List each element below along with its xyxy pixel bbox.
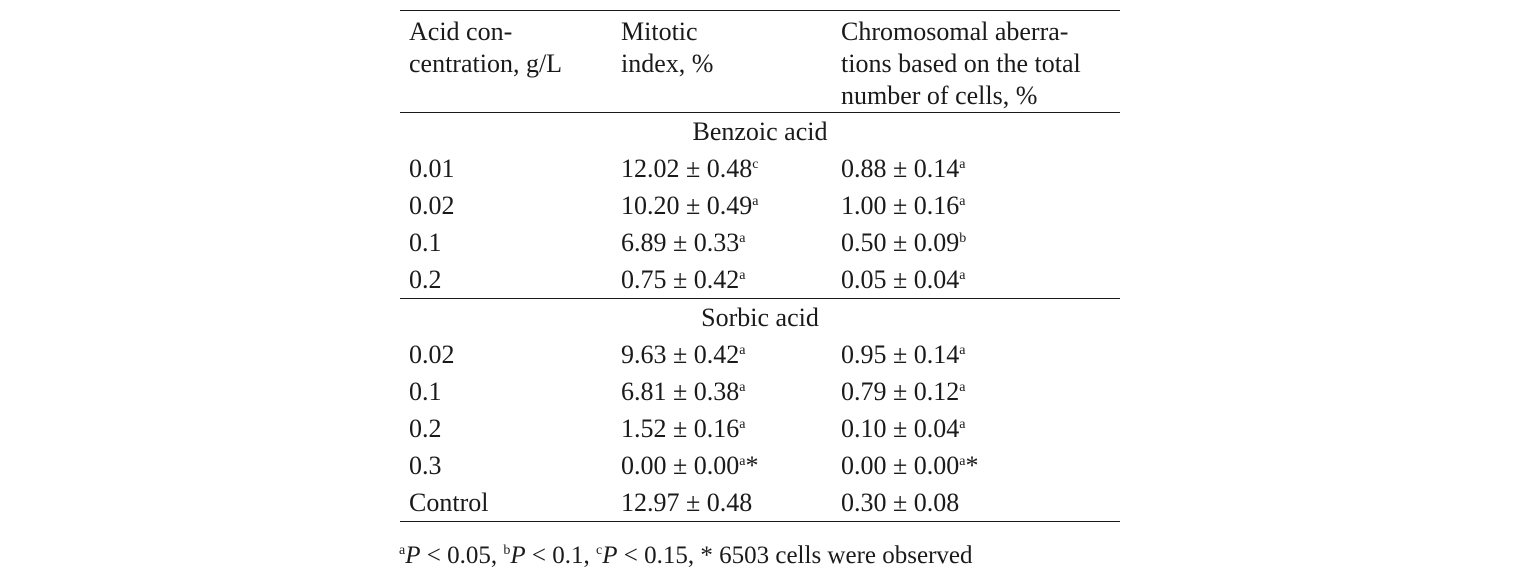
group-heading-row: Sorbic acid [400, 298, 1120, 337]
header-mitotic-index: Mitotic index, % [621, 17, 714, 78]
group-sorbic-acid: Sorbic acid 0.02 9.63 ± 0.42a 0.95 ± 0.1… [400, 298, 1120, 522]
header-acid-concentration: Acid con- centration, g/L [409, 17, 563, 78]
aberrations-cell: 0.10 ± 0.04a [841, 414, 966, 443]
mitotic-index-cell: 0.75 ± 0.42a [621, 265, 746, 294]
mitotic-index-cell: 12.97 ± 0.48 [621, 488, 753, 517]
concentration-cell: 0.1 [409, 377, 442, 406]
concentration-cell: 0.2 [409, 265, 442, 294]
table-row: 0.01 12.02 ± 0.48c 0.88 ± 0.14a [400, 150, 1120, 187]
mitotic-index-cell: 6.89 ± 0.33a [621, 228, 746, 257]
mitotic-index-cell: 1.52 ± 0.16a [621, 414, 746, 443]
table-row: 0.2 1.52 ± 0.16a 0.10 ± 0.04a [400, 410, 1120, 447]
results-table: Acid con- centration, g/L Mitotic index,… [400, 10, 1120, 522]
results-table-container: Acid con- centration, g/L Mitotic index,… [400, 10, 1120, 522]
mitotic-index-cell: 6.81 ± 0.38a [621, 377, 746, 406]
table-footnote: aP < 0.05, bP < 0.1, cP < 0.15, * 6503 c… [399, 542, 973, 569]
table-row: 0.02 10.20 ± 0.49a 1.00 ± 0.16a [400, 187, 1120, 224]
group-benzoic-acid: Benzoic acid 0.01 12.02 ± 0.48c 0.88 ± 0… [400, 113, 1120, 299]
aberrations-cell: 0.30 ± 0.08 [841, 488, 960, 517]
aberrations-cell: 0.79 ± 0.12a [841, 377, 966, 406]
mitotic-index-cell: 10.20 ± 0.49a [621, 191, 759, 220]
concentration-cell: 0.02 [409, 340, 455, 369]
aberrations-cell: 0.50 ± 0.09b [841, 228, 967, 257]
table-row: 0.3 0.00 ± 0.00a* 0.00 ± 0.00a* [400, 447, 1120, 484]
concentration-cell: 0.2 [409, 414, 442, 443]
aberrations-cell: 1.00 ± 0.16a [841, 191, 966, 220]
aberrations-cell: 0.00 ± 0.00a* [841, 451, 979, 480]
mitotic-index-cell: 9.63 ± 0.42a [621, 340, 746, 369]
table-row: 0.02 9.63 ± 0.42a 0.95 ± 0.14a [400, 336, 1120, 373]
aberrations-cell: 0.05 ± 0.04a [841, 265, 966, 294]
table-row: 0.1 6.89 ± 0.33a 0.50 ± 0.09b [400, 224, 1120, 261]
group-title: Benzoic acid [692, 117, 828, 146]
mitotic-index-cell: 0.00 ± 0.00a* [621, 451, 759, 480]
header-chromosomal-aberrations: Chromosomal aberra- tions based on the t… [841, 17, 1081, 110]
mitotic-index-cell: 12.02 ± 0.48c [621, 154, 759, 183]
table-header: Acid con- centration, g/L Mitotic index,… [400, 10, 1120, 113]
table-row: 0.1 6.81 ± 0.38a 0.79 ± 0.12a [400, 373, 1120, 410]
concentration-cell: Control [409, 488, 489, 517]
aberrations-cell: 0.88 ± 0.14a [841, 154, 966, 183]
group-heading-row: Benzoic acid [400, 113, 1120, 151]
concentration-cell: 0.1 [409, 228, 442, 257]
aberrations-cell: 0.95 ± 0.14a [841, 340, 966, 369]
group-title: Sorbic acid [701, 303, 819, 332]
table-row: Control 12.97 ± 0.48 0.30 ± 0.08 [400, 484, 1120, 522]
concentration-cell: 0.01 [409, 154, 455, 183]
concentration-cell: 0.3 [409, 451, 442, 480]
table-row: 0.2 0.75 ± 0.42a 0.05 ± 0.04a [400, 261, 1120, 299]
concentration-cell: 0.02 [409, 191, 455, 220]
